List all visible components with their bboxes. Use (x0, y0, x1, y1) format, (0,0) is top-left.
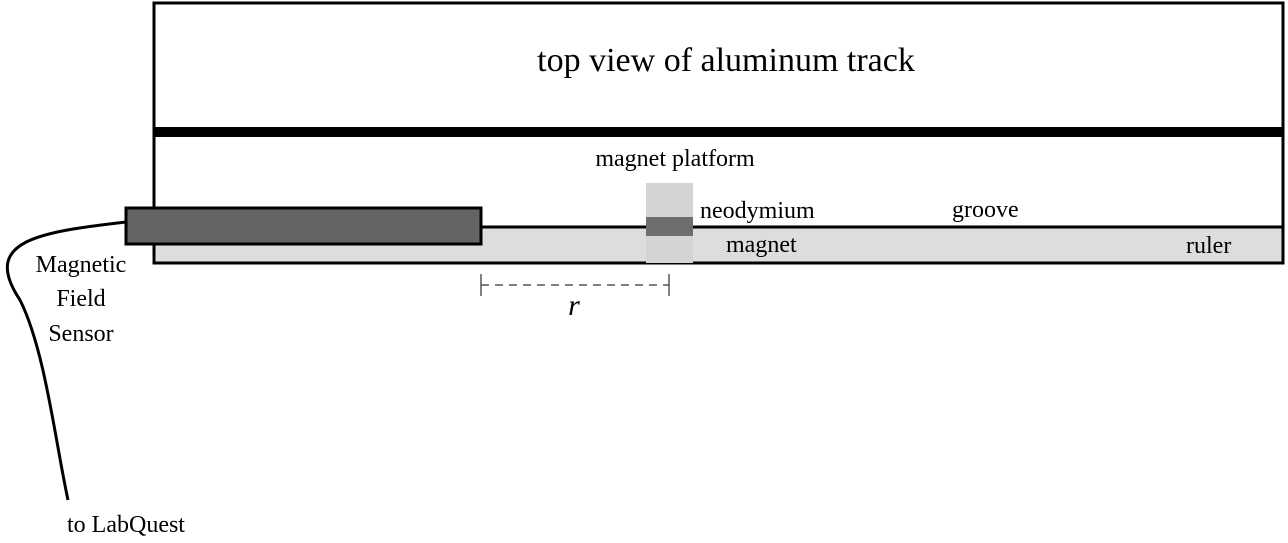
magnetic-field-sensor (124, 206, 483, 246)
sensor-label-line1: Magnetic (36, 252, 127, 278)
groove-label: groove (952, 197, 1019, 223)
ruler-label: ruler (1186, 233, 1231, 259)
magnet-label-line1: neodymium (700, 198, 815, 224)
distance-dimension (480, 274, 670, 296)
sensor-label-line2: Field (56, 286, 105, 312)
labquest-label: to LabQuest (67, 512, 185, 538)
track-divider (154, 127, 1283, 137)
neodymium-magnet (646, 217, 693, 236)
track-title: top view of aluminum track (537, 42, 915, 79)
platform-label: magnet platform (595, 146, 755, 172)
magnet-label-line2: magnet (726, 232, 797, 258)
sensor-cable (5, 220, 127, 501)
distance-label: r (568, 289, 580, 322)
sensor-label-line3: Sensor (48, 321, 113, 347)
